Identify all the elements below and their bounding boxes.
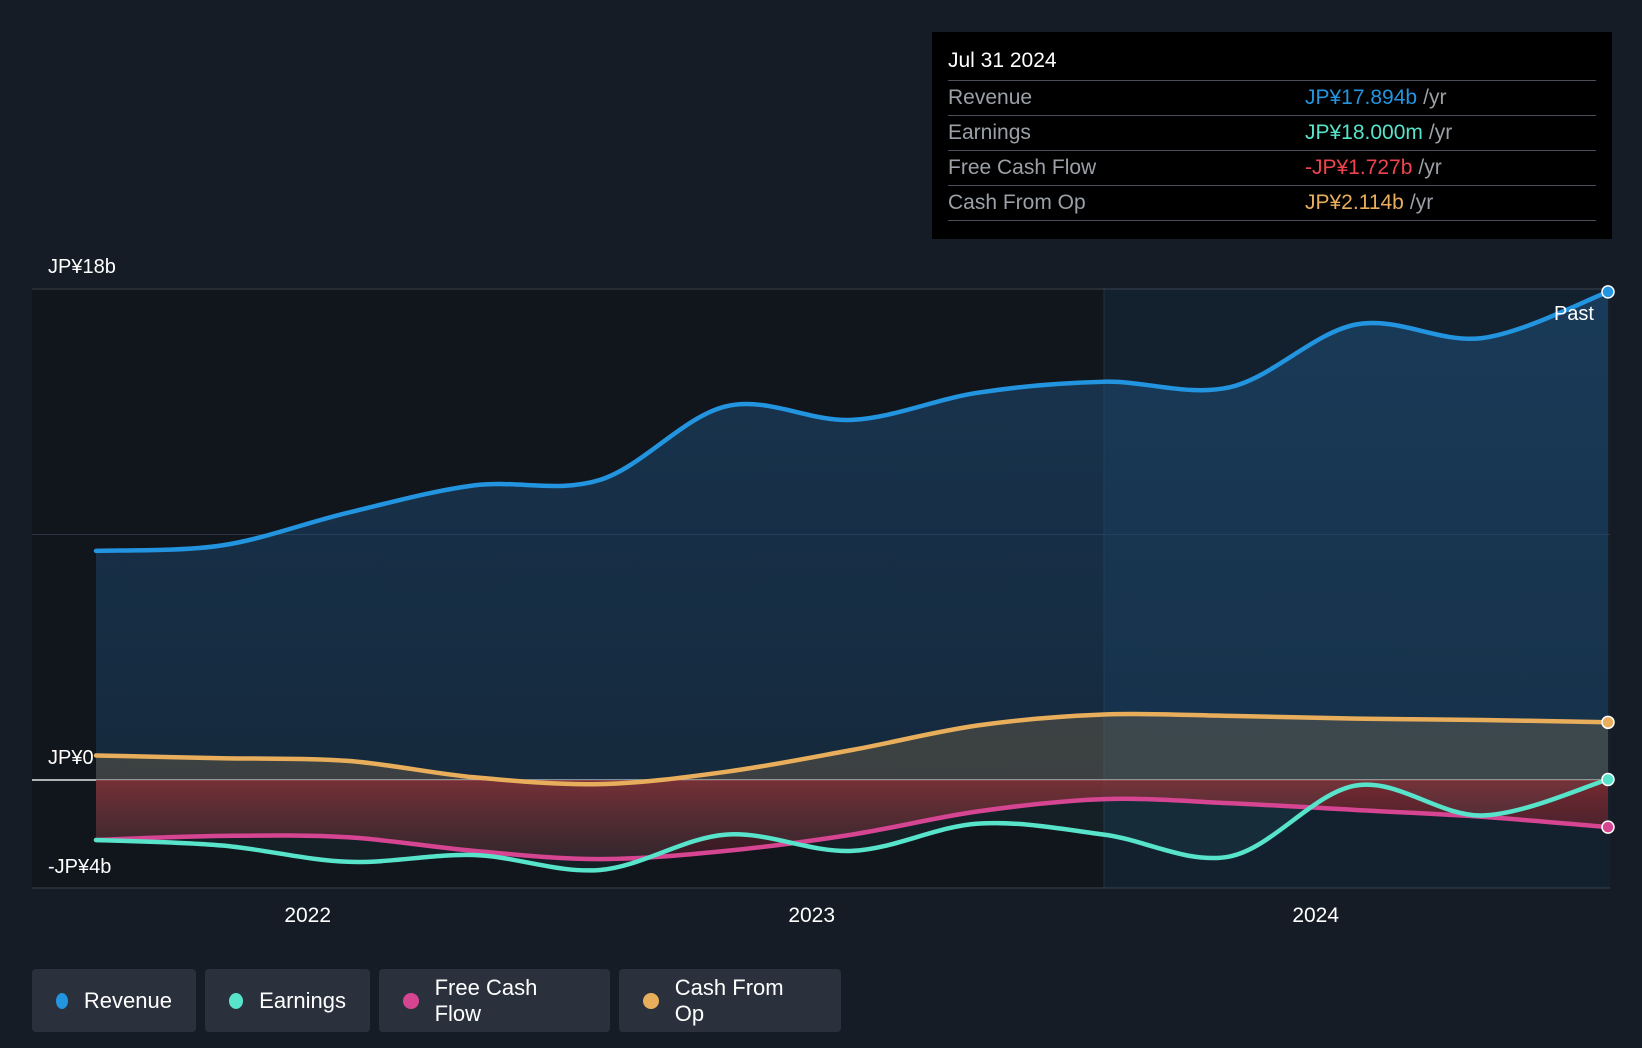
- revenue-end-marker[interactable]: [1601, 285, 1615, 299]
- cash-from-op-area: [96, 713, 1608, 785]
- cash-from-op-end-marker[interactable]: [1601, 715, 1615, 730]
- x-tick-label: 2022: [284, 904, 331, 927]
- legend-item-cash-from-op[interactable]: Cash From Op: [619, 969, 841, 1032]
- legend-label: Cash From Op: [674, 974, 784, 1026]
- tooltip-row-revenue: Revenue JP¥17.894b /yr: [948, 80, 1596, 115]
- legend-item-earnings[interactable]: Earnings: [205, 969, 370, 1032]
- tooltip-unit: /yr: [1418, 156, 1442, 179]
- tooltip-unit: /yr: [1423, 86, 1447, 109]
- free-cash-flow-line: [93, 796, 1610, 862]
- tooltip-value: JP¥18.000m: [1305, 121, 1423, 144]
- tooltip-label: Revenue: [948, 86, 1033, 109]
- tooltip-value: JP¥17.894b: [1305, 86, 1418, 109]
- legend-dot-icon: [403, 992, 419, 1009]
- y-tick-label: JP¥18b: [48, 256, 116, 278]
- tooltip-value: JP¥2.114b: [1305, 191, 1404, 214]
- legend-dot-icon: [229, 992, 244, 1009]
- tooltip-row-free-cash-flow: Free Cash Flow -JP¥1.727b /yr: [948, 150, 1596, 185]
- tooltip-date: Jul 31 2024: [948, 49, 1057, 72]
- y-tick-label: JP¥0: [48, 747, 94, 769]
- tooltip-unit: /yr: [1428, 121, 1453, 144]
- revenue-area: [96, 291, 1608, 780]
- earnings-line: [93, 777, 1610, 873]
- legend-label: Free Cash Flow: [434, 974, 538, 1026]
- cash-from-op-line: [93, 711, 1610, 787]
- legend-item-revenue[interactable]: Revenue: [32, 969, 196, 1032]
- tooltip-label: Earnings: [948, 121, 1031, 144]
- x-tick-label: 2024: [1292, 904, 1339, 927]
- tooltip-panel: Jul 31 2024 Revenue JP¥17.894b /yr Earni…: [932, 32, 1612, 239]
- tooltip-label: Free Cash Flow: [948, 156, 1097, 179]
- tooltip-row-earnings: Earnings JP¥18.000m /yr: [948, 115, 1596, 150]
- y-tick-label: -JP¥4b: [48, 856, 111, 878]
- tooltip-row-cash-from-op: Cash From Op JP¥2.114b /yr: [948, 185, 1596, 221]
- legend-label: Earnings: [259, 987, 346, 1013]
- legend-dot-icon: [56, 992, 68, 1009]
- tooltip-value: -JP¥1.727b: [1305, 156, 1413, 179]
- tooltip-unit: /yr: [1409, 191, 1434, 214]
- legend: Revenue Earnings Free Cash Flow Cash Fro…: [32, 969, 841, 1032]
- tooltip-label: Cash From Op: [948, 191, 1086, 214]
- legend-label: Revenue: [83, 987, 172, 1013]
- legend-item-free-cash-flow[interactable]: Free Cash Flow: [379, 969, 610, 1032]
- free-cash-flow-end-marker[interactable]: [1601, 820, 1615, 834]
- past-label: Past: [1554, 303, 1594, 325]
- x-tick-label: 2023: [788, 904, 835, 927]
- earnings-end-marker[interactable]: [1601, 772, 1615, 787]
- revenue-line: [93, 289, 1610, 554]
- legend-dot-icon: [643, 992, 659, 1009]
- free-cash-flow-area: [96, 780, 1608, 860]
